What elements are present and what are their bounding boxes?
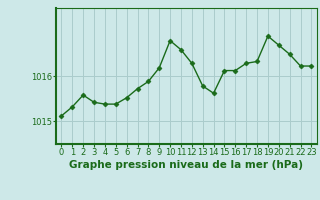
X-axis label: Graphe pression niveau de la mer (hPa): Graphe pression niveau de la mer (hPa): [69, 160, 303, 170]
